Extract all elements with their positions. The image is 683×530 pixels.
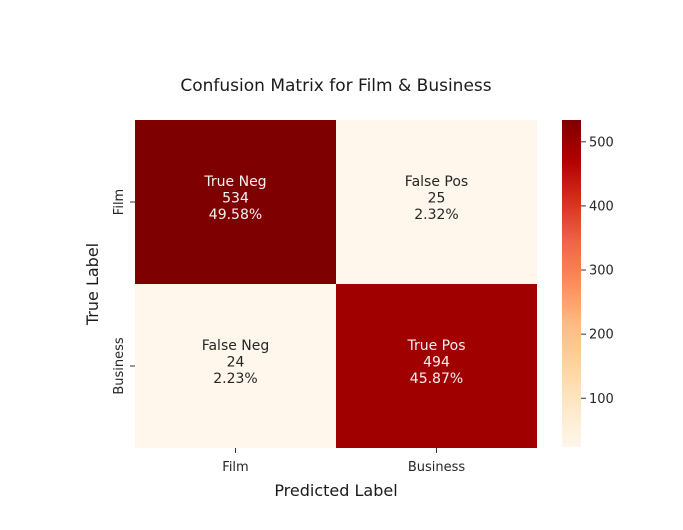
colorbar-tick-label: 300	[589, 264, 614, 279]
cell-percent-label: 2.23%	[213, 371, 257, 387]
colorbar-gradient	[562, 120, 581, 447]
cell-rect	[336, 120, 537, 284]
y-tick-label-film: Film	[112, 189, 127, 215]
cell-percent-label: 49.58%	[209, 207, 262, 223]
colorbar-tick-label: 100	[589, 392, 614, 407]
y-axis-label: True Label	[83, 243, 102, 326]
cell-name-label: True Pos	[407, 338, 466, 354]
colorbar-tick-label: 400	[589, 199, 614, 214]
chart-title: Confusion Matrix for Film & Business	[180, 76, 491, 96]
cell-count-label: 534	[222, 191, 249, 207]
y-tick-label-business: Business	[112, 337, 127, 395]
cell-percent-label: 2.32%	[414, 207, 458, 223]
cell-count-label: 24	[227, 355, 245, 371]
cell-name-label: True Neg	[203, 174, 266, 190]
colorbar-ticks: 100 200 300 400 500	[581, 135, 614, 407]
x-axis-label: Predicted Label	[274, 481, 397, 500]
x-axis-ticks: Film Business	[222, 448, 465, 475]
colorbar: 100 200 300 400 500	[562, 120, 614, 447]
cell-name-label: False Pos	[405, 174, 468, 190]
cell-rect	[135, 120, 336, 284]
x-tick-label-film: Film	[222, 460, 248, 475]
cell-rect	[135, 284, 336, 448]
cell-count-label: 494	[423, 355, 450, 371]
colorbar-tick-label: 500	[589, 135, 614, 150]
y-axis-ticks: Film Business	[112, 189, 135, 395]
cell-rect	[336, 284, 537, 448]
cell-count-label: 25	[428, 191, 446, 207]
colorbar-tick-label: 200	[589, 328, 614, 343]
cell-name-label: False Neg	[202, 338, 270, 354]
cell-percent-label: 45.87%	[410, 371, 463, 387]
x-tick-label-business: Business	[408, 460, 466, 475]
